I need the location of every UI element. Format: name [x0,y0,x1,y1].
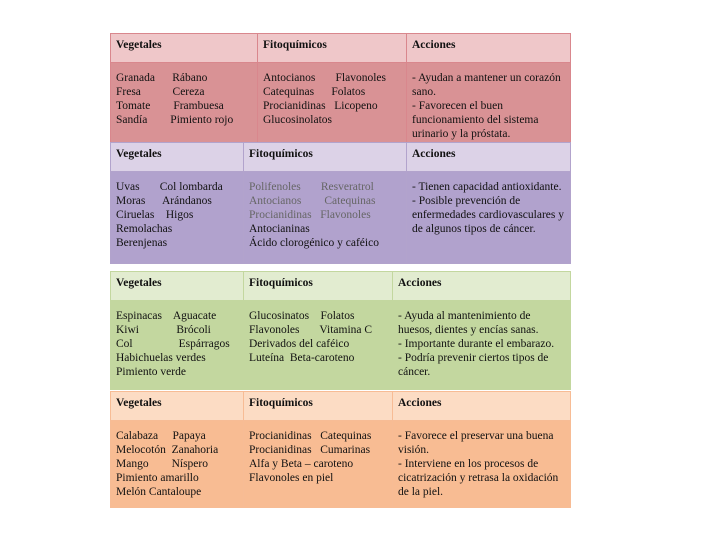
fitoquimicos-line: Glucosinatos Folatos [249,310,355,322]
cell-vegetales: Espinacas Aguacate Kiwi Brócoli Col Espá… [110,300,244,390]
table-red-vegetables: Vegetales Fitoquímicos Acciones Granada … [110,33,571,145]
table-green-vegetables: Vegetales Fitoquímicos Acciones Espinaca… [110,271,571,390]
fitoquimicos-line: Luteína Beta-caroteno [249,352,355,364]
fitoquimicos-line: Antocianinas [249,223,310,235]
header-fitoquimicos: Fitoquímicos [257,33,407,63]
header-acciones: Acciones [406,33,571,63]
cell-vegetales: Uvas Col lombarda Moras Arándanos Ciruel… [110,171,244,264]
accion-item: - Ayudan a mantener un corazón sano. [412,72,561,98]
fitoquimicos-line: Procianidinas Cumarinas [249,444,371,456]
vegetales-line: Melocotón Zanahoria [116,444,219,456]
fitoquimicos-line: Glucosinolatos [263,114,332,126]
header-vegetales: Vegetales [110,391,244,421]
vegetales-line: Fresa Cereza [116,86,205,98]
fitoquimicos-line: Derivados del caféico [249,338,350,350]
vegetales-line: Remolachas [116,223,173,235]
table-purple-vegetables: Vegetales Fitoquímicos Acciones Uvas Col… [110,142,571,264]
fitoquimicos-line: Alfa y Beta – caroteno [249,458,354,470]
table-body-row: Granada Rábano Fresa Cereza Tomate Framb… [110,62,571,145]
table-orange-vegetables: Vegetales Fitoquímicos Acciones Calabaza… [110,391,571,508]
cell-fitoquimicos: Procianidinas Catequinas Procianidinas C… [243,420,393,508]
table-header-row: Vegetales Fitoquímicos Acciones [110,391,571,421]
fitoquimicos-line: Catequinas Folatos [263,86,366,98]
header-acciones: Acciones [392,271,571,301]
fitoquimicos-line: Procianidinas Flavonoles [249,209,371,221]
vegetales-line: Col Espárragos [116,338,230,350]
vegetales-line: Kiwi Brócoli [116,324,211,336]
cell-vegetales: Calabaza Papaya Melocotón Zanahoria Mang… [110,420,244,508]
cell-fitoquimicos: Glucosinatos Folatos Flavonoles Vitamina… [243,300,393,390]
cell-acciones: - Ayudan a mantener un corazón sano. - F… [406,62,571,145]
vegetales-line: Pimiento amarillo [116,472,199,484]
accion-item: - Interviene en los procesos de cicatriz… [398,458,559,498]
header-acciones: Acciones [406,142,571,172]
fitoquimicos-line: Polifenoles Resveratrol [249,181,374,193]
cell-fitoquimicos: Antocianos Flavonoles Catequinas Folatos… [257,62,407,145]
header-fitoquimicos: Fitoquímicos [243,271,393,301]
accion-item: - Ayuda al mantenimiento de huesos, dien… [398,310,539,336]
vegetales-line: Espinacas Aguacate [116,310,217,322]
table-header-row: Vegetales Fitoquímicos Acciones [110,271,571,301]
vegetales-line: Calabaza Papaya [116,430,206,442]
vegetales-line: Mango Níspero [116,458,208,470]
header-acciones: Acciones [392,391,571,421]
vegetales-line: Tomate Frambuesa [116,100,224,112]
cell-acciones: - Favorece el preservar una buena visión… [392,420,571,508]
table-body-row: Uvas Col lombarda Moras Arándanos Ciruel… [110,171,571,264]
fitoquimicos-line: Flavonoles en piel [249,472,334,484]
cell-fitoquimicos: Polifenoles Resveratrol Antocianos Cateq… [243,171,407,264]
vegetales-line: Berenjenas [116,237,168,249]
accion-item: - Importante durante el embarazo. [398,338,555,350]
vegetales-line: Sandía Pimiento rojo [116,114,234,126]
header-fitoquimicos: Fitoquímicos [243,142,407,172]
table-header-row: Vegetales Fitoquímicos Acciones [110,142,571,172]
fitoquimicos-line: Procianidinas Licopeno [263,100,378,112]
accion-item: - Favorece el preservar una buena visión… [398,430,554,456]
fitoquimicos-line: Antocianos Catequinas [249,195,376,207]
table-body-row: Espinacas Aguacate Kiwi Brócoli Col Espá… [110,300,571,390]
fitoquimicos-line: Flavonoles Vitamina C [249,324,373,336]
fitoquimicos-line: Ácido clorogénico y caféico [249,237,379,249]
cell-acciones: - Tienen capacidad antioxidante. - Posib… [406,171,571,264]
vegetales-line: Habichuelas verdes [116,352,206,364]
cell-acciones: - Ayuda al mantenimiento de huesos, dien… [392,300,571,390]
accion-item: - Favorecen el buen funcionamiento del s… [412,100,539,140]
vegetales-line: Uvas Col lombarda [116,181,223,193]
accion-item: - Podría prevenir ciertos tipos de cánce… [398,352,549,378]
cell-vegetales: Granada Rábano Fresa Cereza Tomate Framb… [110,62,258,145]
accion-item: - Tienen capacidad antioxidante. [412,181,562,193]
header-vegetales: Vegetales [110,33,258,63]
table-body-row: Calabaza Papaya Melocotón Zanahoria Mang… [110,420,571,508]
accion-item: - Posible prevención de enfermedades car… [412,195,564,235]
header-vegetales: Vegetales [110,271,244,301]
vegetales-line: Melón Cantaloupe [116,486,202,498]
vegetales-line: Moras Arándanos [116,195,212,207]
table-header-row: Vegetales Fitoquímicos Acciones [110,33,571,63]
vegetales-line: Pimiento verde [116,366,186,378]
vegetales-line: Granada Rábano [116,72,208,84]
vegetales-line: Ciruelas Higos [116,209,194,221]
header-fitoquimicos: Fitoquímicos [243,391,393,421]
fitoquimicos-line: Antocianos Flavonoles [263,72,386,84]
header-vegetales: Vegetales [110,142,244,172]
fitoquimicos-line: Procianidinas Catequinas [249,430,372,442]
